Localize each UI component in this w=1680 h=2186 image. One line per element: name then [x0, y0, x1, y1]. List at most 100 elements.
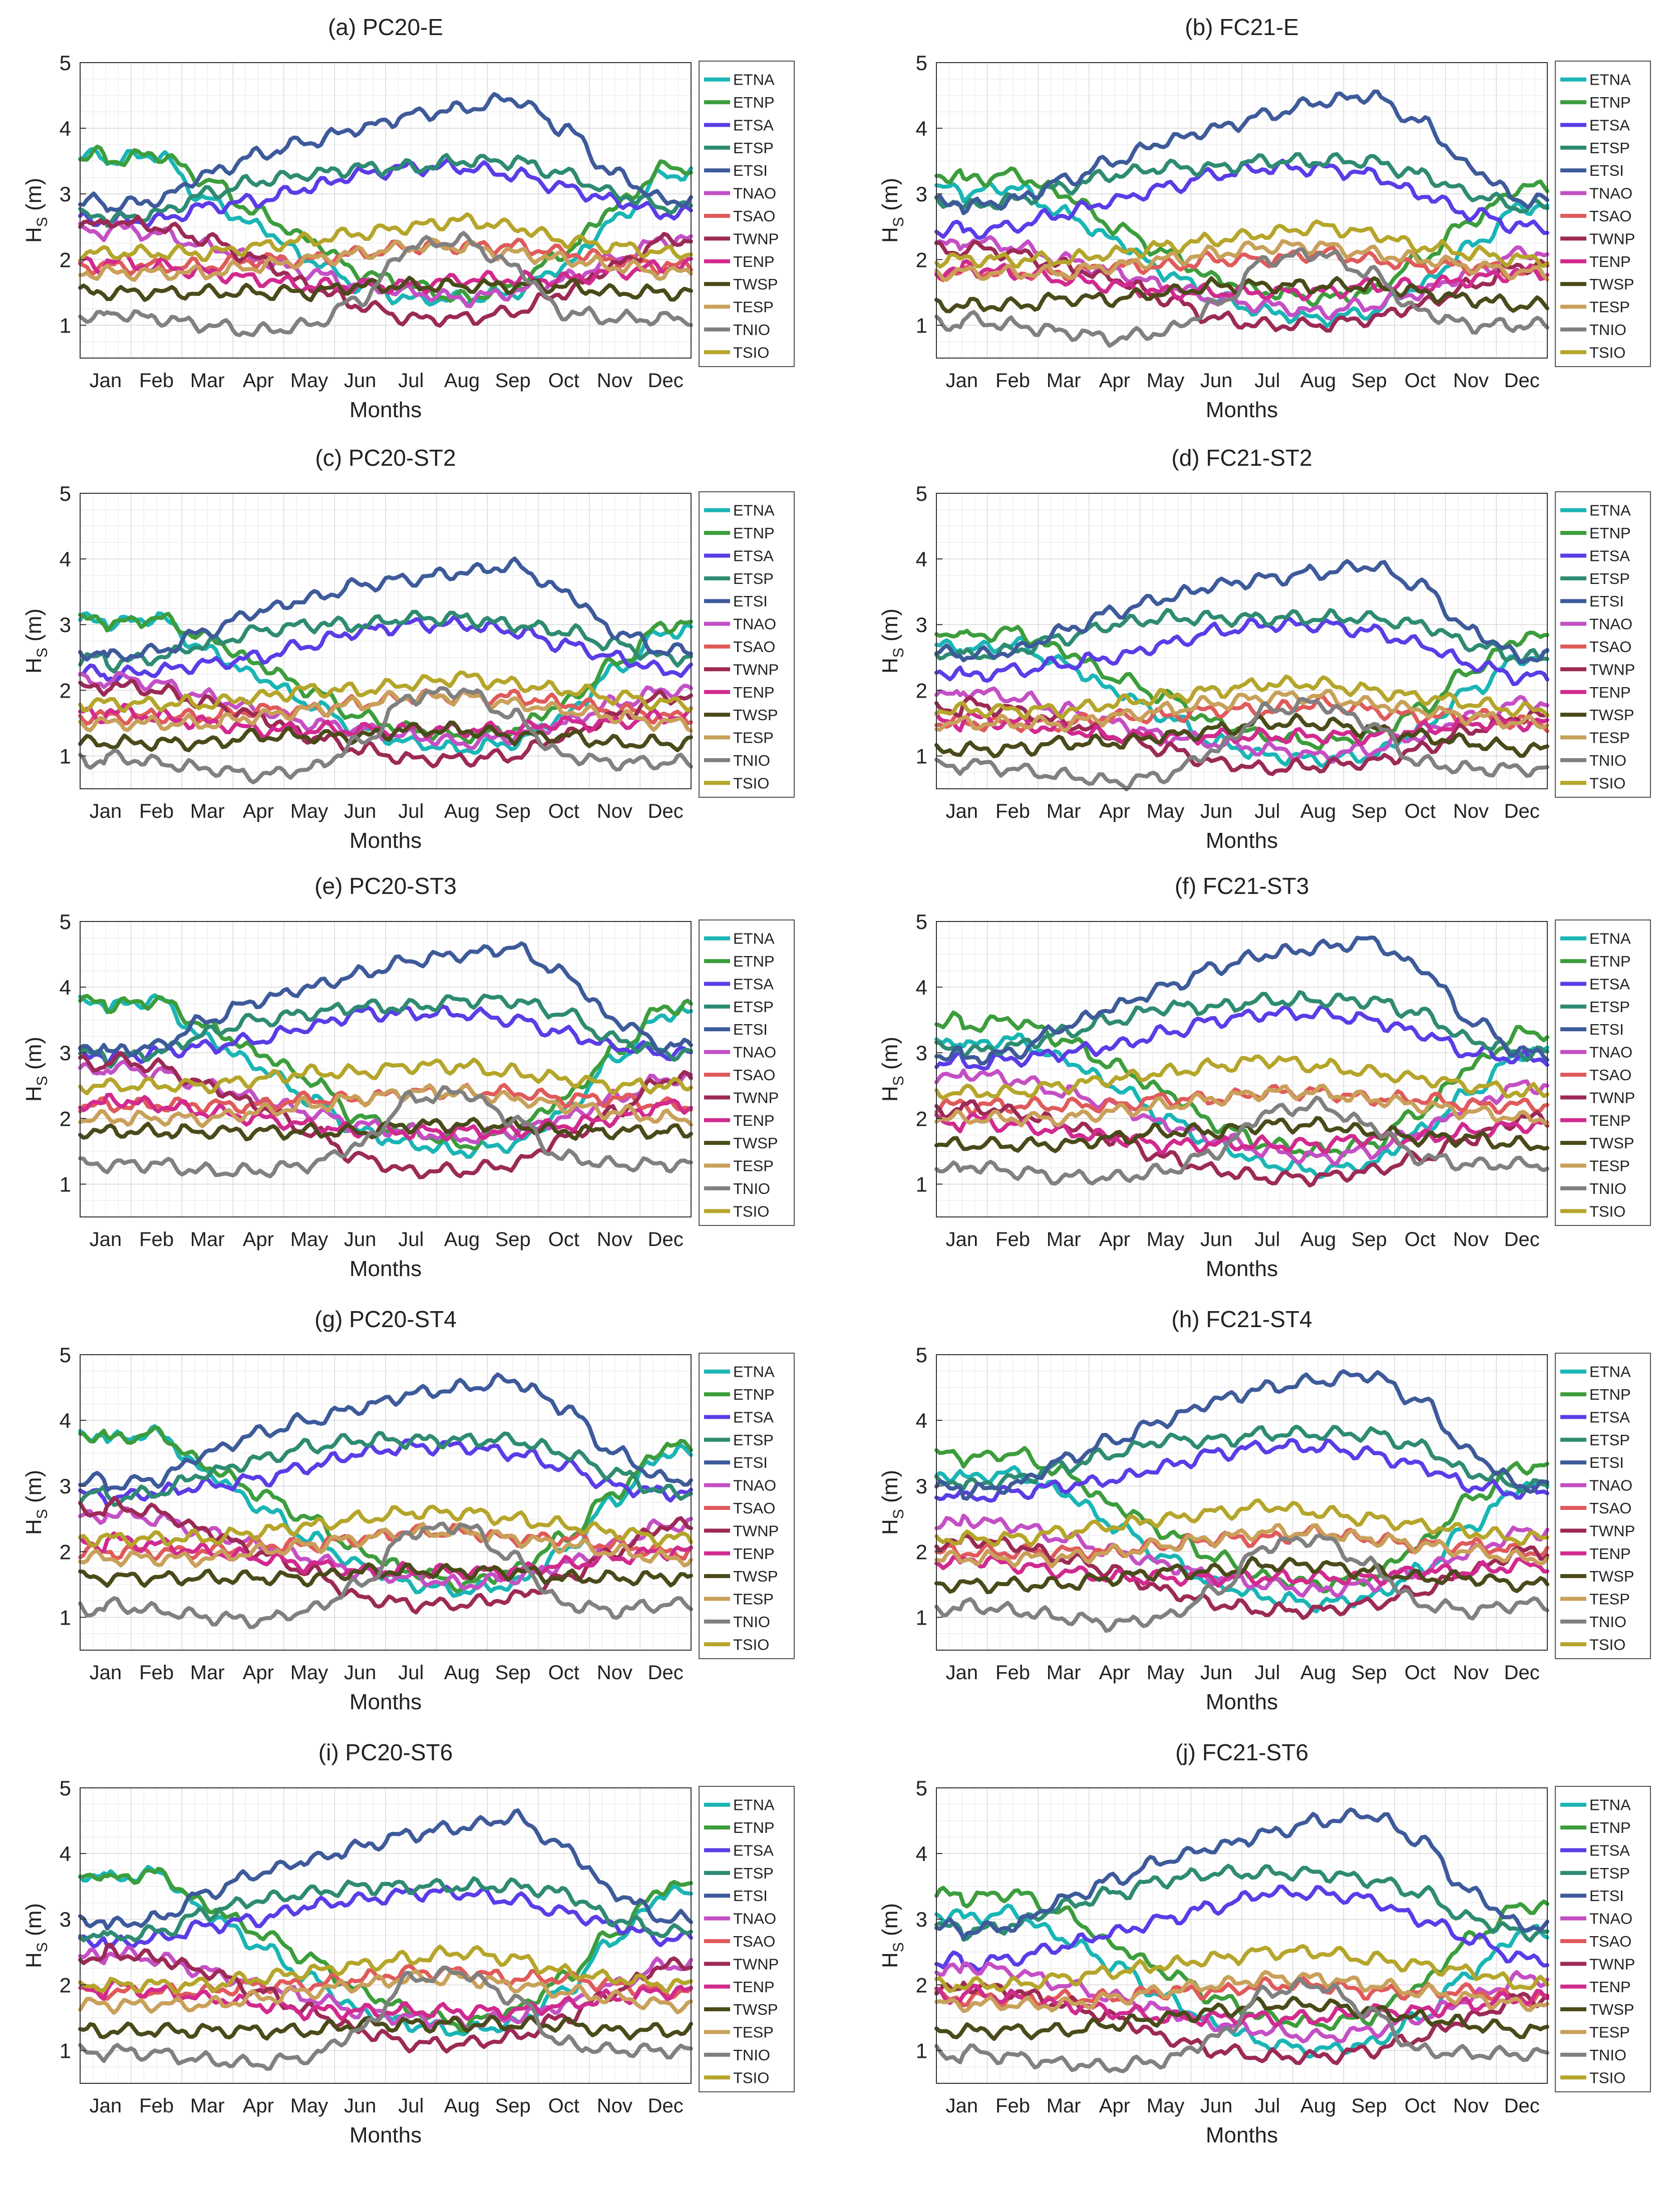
- y-tick-label: 2: [60, 1107, 71, 1130]
- x-tick-label-oct: Oct: [548, 1228, 579, 1251]
- series-line-tnio: [934, 1533, 1549, 1633]
- y-tick-label: 4: [916, 117, 927, 140]
- series-line-etsi: [78, 556, 693, 662]
- x-tick-label-apr: Apr: [1099, 1662, 1130, 1684]
- chart-svg-c: (c) PC20-ST2 1 2 3 4 5 Jan Feb Mar Apr May Jun Jul Au…: [22, 445, 795, 853]
- x-tick-label-jul: Jul: [398, 800, 424, 822]
- series-line-etsp: [934, 990, 1549, 1062]
- x-tick-label-jul: Jul: [1254, 370, 1280, 392]
- legend-label-etsi: ETSI: [1589, 1454, 1624, 1471]
- legend-label-tsao: TSAO: [733, 1066, 775, 1084]
- legend-label-tnao: TNAO: [1589, 1044, 1632, 1061]
- y-tick-label: 3: [60, 613, 71, 637]
- x-tick-label-may: May: [1147, 1662, 1185, 1684]
- y-tick-label: 3: [916, 1474, 927, 1498]
- series-line-tsio: [934, 1054, 1549, 1100]
- series-line-etsa: [934, 1438, 1549, 1503]
- x-tick-label-jul: Jul: [398, 2095, 424, 2117]
- chart-panel-d: (d) FC21-ST2 1 2 3 4 5 Jan Feb Mar Apr May Jun Jul Au…: [866, 436, 1667, 853]
- legend-label-tsio: TSIO: [733, 344, 769, 361]
- x-tick-label-jun: Jun: [344, 370, 377, 392]
- y-axis-label: HS (m): [22, 1470, 51, 1535]
- legend-label-tsao: TSAO: [733, 1933, 775, 1950]
- legend-label-etsi: ETSI: [1589, 1887, 1624, 1905]
- x-tick-label-nov: Nov: [1453, 1662, 1489, 1684]
- x-tick-label-nov: Nov: [1453, 1228, 1489, 1251]
- legend-label-tsio: TSIO: [733, 1636, 769, 1653]
- x-tick-label-nov: Nov: [597, 1662, 632, 1684]
- chart-svg-i: (i) PC20-ST6 1 2 3 4 5 Jan Feb Mar Apr May Jun Jul Au…: [22, 1739, 795, 2147]
- x-tick-label-jan: Jan: [90, 2095, 122, 2117]
- chart-panel-i: (i) PC20-ST6 1 2 3 4 5 Jan Feb Mar Apr May Jun Jul Au…: [10, 1730, 811, 2147]
- series-line-tsao: [78, 1964, 693, 2001]
- legend-label-etsi: ETSI: [733, 1454, 768, 1471]
- x-tick-label-dec: Dec: [1504, 800, 1540, 822]
- y-axis-label: HS (m): [22, 178, 51, 243]
- legend-label-twnp: TWNP: [1589, 1955, 1635, 1973]
- x-tick-label-aug: Aug: [444, 2095, 480, 2117]
- series-line-tnio: [78, 686, 693, 785]
- x-tick-label-dec: Dec: [1504, 370, 1540, 392]
- legend-label-etsa: ETSA: [1589, 975, 1630, 993]
- legend-label-tesp: TESP: [1589, 2024, 1630, 2041]
- legend-label-tsio: TSIO: [1589, 1636, 1625, 1653]
- legend-label-tesp: TESP: [1589, 729, 1630, 747]
- y-tick-label: 3: [916, 613, 927, 637]
- chart-svg-f: (f) FC21-ST3 1 2 3 4 5 Jan Feb Mar Apr May Jun Jul Au…: [878, 873, 1651, 1281]
- x-tick-label-oct: Oct: [1405, 1662, 1436, 1684]
- axes-box: [936, 1354, 1548, 1651]
- legend-label-tnio: TNIO: [1589, 321, 1626, 339]
- x-tick-label-sep: Sep: [495, 370, 531, 392]
- axes-box: [936, 62, 1548, 359]
- legend-label-tnio: TNIO: [1589, 1180, 1626, 1197]
- series-line-etsa: [934, 616, 1549, 686]
- x-tick-label-jan: Jan: [946, 370, 978, 392]
- legend-label-tenp: TENP: [733, 1545, 775, 1563]
- legend-label-tnao: TNAO: [1589, 1910, 1632, 1928]
- legend-label-tsio: TSIO: [733, 774, 769, 792]
- legend-label-tnio: TNIO: [733, 1613, 770, 1631]
- legend-label-tenp: TENP: [733, 1978, 775, 1996]
- x-tick-label-nov: Nov: [597, 2095, 632, 2117]
- series-line-tsio: [934, 1498, 1549, 1547]
- x-tick-label-nov: Nov: [1453, 800, 1489, 822]
- legend-label-etsa: ETSA: [733, 1841, 774, 1859]
- chart-title: (g) PC20-ST4: [314, 1306, 457, 1332]
- x-tick-label-mar: Mar: [1047, 2095, 1081, 2117]
- x-tick-label-sep: Sep: [495, 1228, 531, 1251]
- legend-label-etsa: ETSA: [1589, 1408, 1630, 1426]
- x-tick-label-jun: Jun: [1200, 1228, 1233, 1251]
- legend-label-tsao: TSAO: [1589, 1499, 1631, 1517]
- x-tick-label-apr: Apr: [1099, 2095, 1130, 2117]
- x-axis-label: Months: [350, 1257, 422, 1281]
- y-axis-label-unit: (m): [22, 1470, 46, 1509]
- x-tick-label-aug: Aug: [1300, 800, 1336, 822]
- legend-label-tnao: TNAO: [1589, 185, 1632, 202]
- y-axis-label-main: H: [22, 1086, 46, 1102]
- series-line-etsa: [78, 1885, 693, 1949]
- chart-panel-e: (e) PC20-ST3 1 2 3 4 5 Jan Feb Mar Apr May Jun Jul Au…: [10, 864, 811, 1281]
- legend-label-etsp: ETSP: [733, 570, 774, 587]
- y-tick-label: 5: [60, 910, 71, 933]
- x-tick-label-may: May: [1147, 800, 1185, 822]
- y-axis-label-unit: (m): [878, 178, 902, 217]
- y-tick-label: 1: [60, 314, 71, 337]
- series-line-etna: [934, 181, 1549, 329]
- legend-label-twnp: TWNP: [733, 1089, 779, 1106]
- series-line-tnao: [934, 1513, 1549, 1598]
- series-line-twnp: [934, 240, 1549, 333]
- x-tick-label-apr: Apr: [1099, 370, 1130, 392]
- series-line-etsi: [934, 89, 1549, 215]
- legend-label-twnp: TWNP: [1589, 661, 1635, 678]
- chart-panel-f: (f) FC21-ST3 1 2 3 4 5 Jan Feb Mar Apr May Jun Jul Au…: [866, 864, 1667, 1281]
- legend-label-tesp: TESP: [733, 2024, 774, 2041]
- legend-label-etsa: ETSA: [733, 1408, 774, 1426]
- legend-label-etnp: ETNP: [1589, 524, 1631, 542]
- legend-label-tenp: TENP: [733, 1112, 775, 1129]
- legend-label-twsp: TWSP: [733, 2001, 778, 2018]
- x-tick-label-jan: Jan: [946, 1228, 978, 1251]
- series-line-etsp: [78, 153, 693, 228]
- legend-label-tsao: TSAO: [1589, 638, 1631, 656]
- x-tick-label-dec: Dec: [648, 1662, 684, 1684]
- legend-label-etsp: ETSP: [733, 139, 774, 157]
